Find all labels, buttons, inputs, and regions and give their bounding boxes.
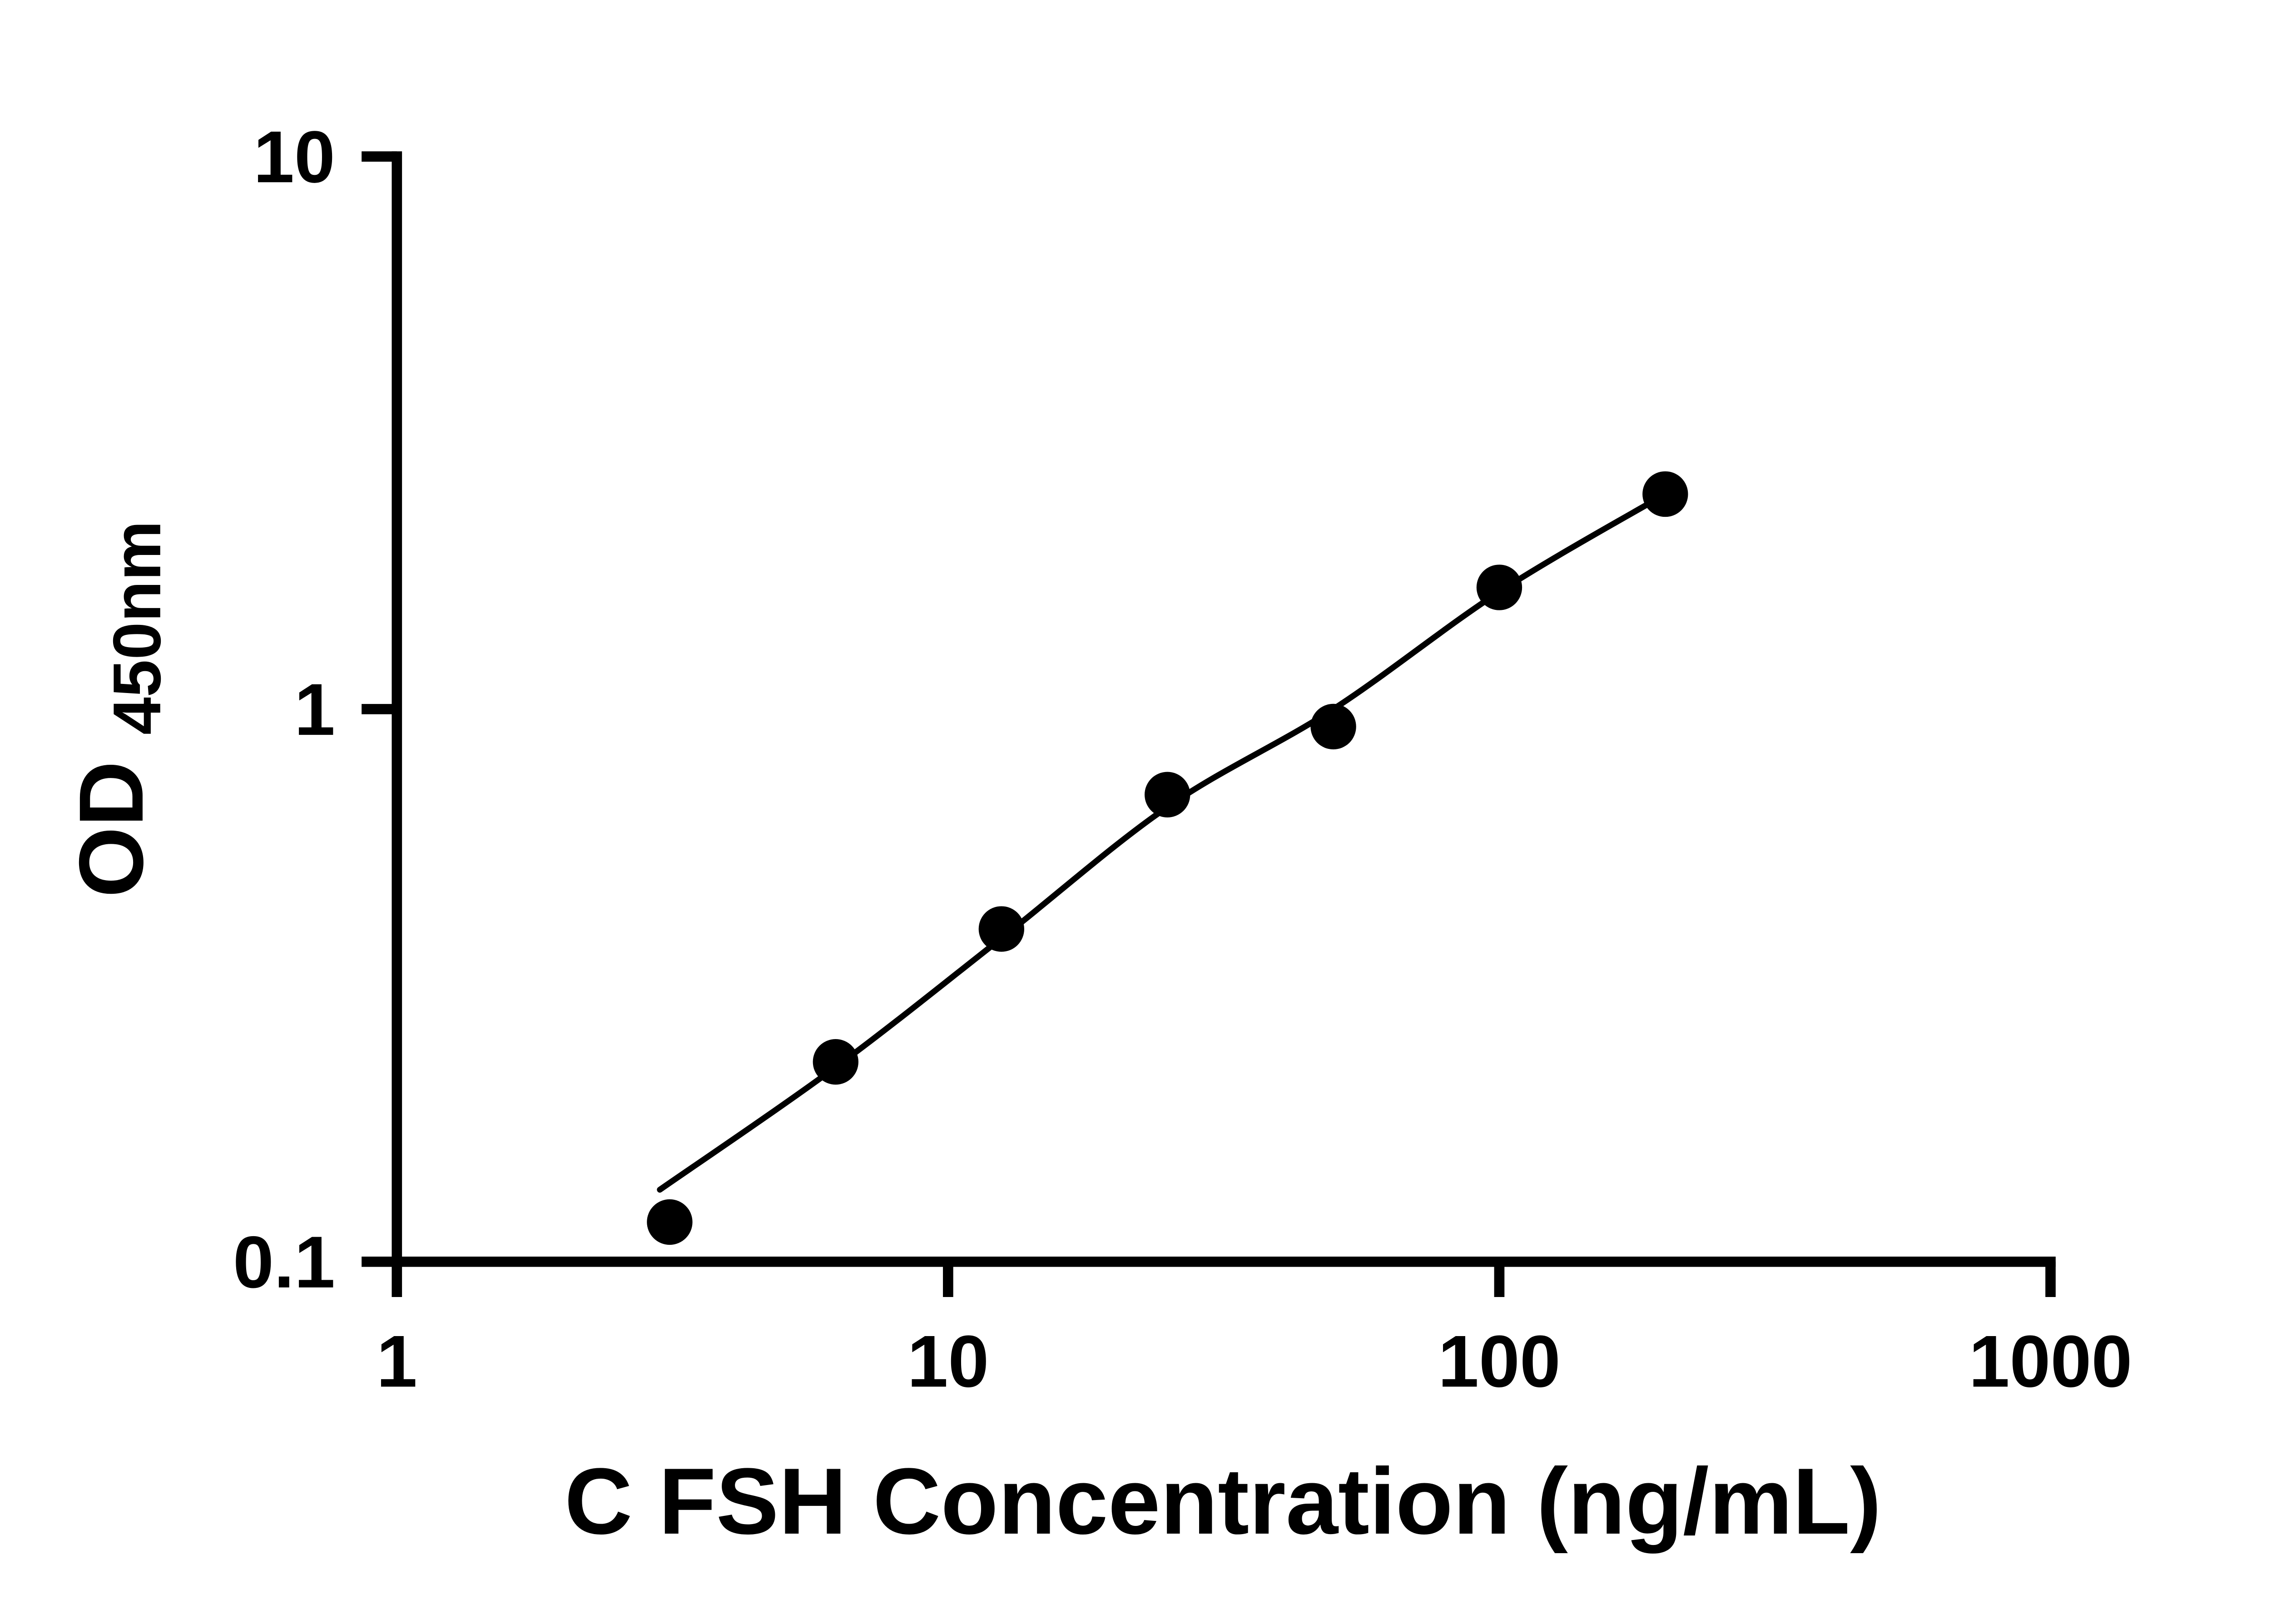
x-tick-label: 1 <box>377 1321 417 1402</box>
data-points <box>647 471 1688 1245</box>
plot-axes <box>392 151 2056 1267</box>
y-tick-label: 1 <box>294 669 335 751</box>
x-tick-label: 100 <box>1438 1321 1561 1402</box>
data-point <box>978 906 1025 952</box>
y-axis-title-main: OD <box>60 761 162 898</box>
y-tick-label: 0.1 <box>233 1222 335 1303</box>
x-axis-title: C FSH Concentration (ng/mL) <box>565 1449 1881 1554</box>
x-tick-label: 10 <box>907 1321 989 1402</box>
y-tick-labels: 0.1 1 10 <box>233 116 335 1303</box>
x-tick-label: 1000 <box>1969 1321 2132 1402</box>
data-point <box>813 1039 858 1085</box>
x-axis-ticks <box>392 1262 2056 1297</box>
y-tick-label: 10 <box>253 116 335 198</box>
data-point <box>1145 772 1190 817</box>
data-point <box>1642 471 1688 517</box>
y-axis-title: OD 450nm <box>58 520 175 897</box>
x-tick-labels: 1 10 100 1000 <box>377 1321 2132 1402</box>
svg-text:OD 450nm: OD 450nm <box>58 520 175 897</box>
data-point <box>647 1199 693 1245</box>
axis-lines <box>392 151 2056 1267</box>
data-point <box>1310 703 1356 750</box>
y-axis-title-sub: 450nm <box>99 520 175 735</box>
y-axis-ticks <box>362 151 397 1267</box>
data-point <box>1476 564 1522 610</box>
